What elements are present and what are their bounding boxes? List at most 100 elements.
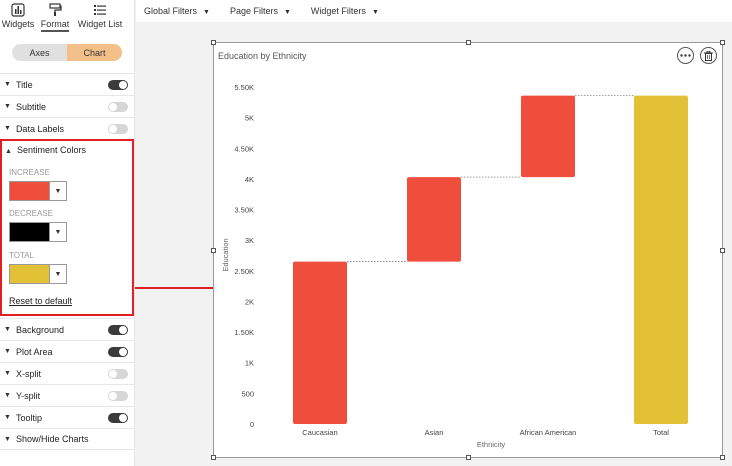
page-filters-label: Page Filters bbox=[229, 6, 278, 16]
decrease-color-picker[interactable]: ▼ bbox=[9, 222, 67, 242]
segment-chart[interactable]: Chart bbox=[67, 44, 122, 61]
waterfall-bar bbox=[293, 261, 347, 424]
resize-handle[interactable] bbox=[211, 40, 216, 45]
caret-down-icon: ▼ bbox=[371, 9, 379, 16]
waterfall-bar bbox=[634, 95, 688, 424]
caret-down-icon[interactable]: ▼ bbox=[49, 182, 66, 200]
x-tick-label: Caucasian bbox=[302, 428, 337, 437]
delete-button[interactable] bbox=[700, 47, 717, 64]
trash-icon bbox=[704, 50, 713, 61]
resize-handle[interactable] bbox=[720, 248, 725, 253]
waterfall-bar bbox=[407, 177, 461, 262]
waterfall-chart: 0 500 1K 1.50K 2K 2.50K 3K 3.50K 4K 4.50K 5K 5.50K E… bbox=[221, 83, 688, 449]
y-axis-label: Education bbox=[221, 238, 230, 271]
more-options-button[interactable] bbox=[677, 47, 694, 64]
tab-widgets-label: Widgets bbox=[1, 19, 35, 29]
bar-chart-icon bbox=[11, 3, 25, 17]
tab-widget-list-label: Widget List bbox=[77, 19, 123, 29]
row-subtitle-label: Subtitle bbox=[15, 101, 46, 112]
tab-format-label: Format bbox=[40, 19, 70, 32]
chart-widget[interactable]: Education by Ethnicity 0 500 1K 1.50K 2K 2.50… bbox=[211, 40, 725, 460]
row-data-labels-label: Data Labels bbox=[15, 123, 64, 134]
x-tick-label: Total bbox=[653, 428, 669, 437]
y-tick-label: 5K bbox=[245, 114, 254, 123]
sentiment-header[interactable]: ▲ Sentiment Colors bbox=[5, 145, 86, 155]
widget-filters-label: Widget Filters bbox=[310, 6, 366, 16]
background-toggle[interactable] bbox=[108, 325, 128, 335]
y-tick-label: 4.50K bbox=[234, 144, 254, 153]
y-tick-label: 2.50K bbox=[234, 267, 254, 276]
paint-roller-icon bbox=[49, 3, 62, 16]
y-tick-label: 500 bbox=[241, 389, 254, 398]
resize-handle[interactable] bbox=[466, 455, 471, 460]
row-background[interactable]: ▼ Background bbox=[0, 318, 135, 340]
row-subtitle[interactable]: ▼ Subtitle bbox=[0, 95, 135, 117]
y-split-toggle[interactable] bbox=[108, 391, 128, 401]
caret-down-icon: ▼ bbox=[4, 103, 11, 110]
row-y-split[interactable]: ▼ Y-split bbox=[0, 384, 135, 406]
row-tooltip[interactable]: ▼ Tooltip bbox=[0, 406, 135, 428]
reset-to-default-link[interactable]: Reset to default bbox=[9, 296, 73, 306]
y-tick-label: 5.50K bbox=[234, 83, 254, 92]
caret-up-icon: ▲ bbox=[5, 148, 12, 155]
caret-down-icon: ▼ bbox=[4, 414, 11, 421]
format-panel: Widgets Format Widget List Axes Chart ▼ … bbox=[0, 0, 135, 466]
page-filters-dropdown[interactable]: Page Filters ▼ bbox=[230, 6, 291, 16]
caret-down-icon: ▼ bbox=[4, 348, 11, 355]
resize-handle[interactable] bbox=[466, 40, 471, 45]
y-tick-label: 1.50K bbox=[234, 328, 254, 337]
segment-axes[interactable]: Axes bbox=[29, 47, 50, 58]
tab-widget-list[interactable]: Widget List bbox=[74, 3, 126, 34]
subtitle-toggle[interactable] bbox=[108, 102, 128, 112]
row-x-split-label: X-split bbox=[15, 368, 41, 379]
row-show-hide-charts-label: Show/Hide Charts bbox=[15, 434, 89, 444]
x-tick-label: Asian bbox=[425, 428, 444, 437]
widget-filters-dropdown[interactable]: Widget Filters ▼ bbox=[311, 6, 379, 16]
tab-format[interactable]: Format bbox=[36, 3, 74, 34]
row-data-labels[interactable]: ▼ Data Labels bbox=[0, 117, 135, 139]
sentiment-colors-section: ▲ Sentiment Colors INCREASE ▼ DECREASE ▼ … bbox=[0, 139, 134, 316]
caret-down-icon[interactable]: ▼ bbox=[49, 265, 66, 283]
sentiment-header-label: Sentiment Colors bbox=[16, 145, 86, 155]
y-tick-label: 3K bbox=[245, 236, 254, 245]
y-tick-label: 2K bbox=[245, 297, 254, 306]
row-y-split-label: Y-split bbox=[15, 390, 41, 401]
caret-down-icon: ▼ bbox=[283, 9, 291, 16]
total-swatch[interactable] bbox=[10, 265, 49, 283]
increase-swatch[interactable] bbox=[10, 182, 49, 200]
total-color-picker[interactable]: ▼ bbox=[9, 264, 67, 284]
row-background-label: Background bbox=[15, 324, 64, 335]
tooltip-toggle[interactable] bbox=[108, 413, 128, 423]
increase-color-picker[interactable]: ▼ bbox=[9, 181, 67, 201]
y-tick-label: 0 bbox=[250, 420, 254, 429]
x-axis-label: Ethnicity bbox=[477, 440, 506, 449]
global-filters-dropdown[interactable]: Global Filters ▼ bbox=[144, 6, 210, 16]
total-label: TOTAL bbox=[9, 251, 35, 260]
row-tooltip-label: Tooltip bbox=[15, 412, 42, 423]
axes-chart-switch: Axes Chart bbox=[0, 34, 134, 65]
row-title[interactable]: ▼ Title bbox=[0, 73, 135, 95]
resize-handle[interactable] bbox=[211, 248, 216, 253]
caret-down-icon: ▼ bbox=[4, 326, 11, 333]
data-labels-toggle[interactable] bbox=[108, 124, 128, 134]
caret-down-icon: ▼ bbox=[4, 392, 11, 399]
caret-down-icon[interactable]: ▼ bbox=[49, 223, 66, 241]
y-tick-label: 4K bbox=[245, 175, 254, 184]
decrease-swatch[interactable] bbox=[10, 223, 49, 241]
x-tick-label: African American bbox=[520, 428, 577, 437]
plot-area-toggle[interactable] bbox=[108, 347, 128, 357]
tab-widgets[interactable]: Widgets bbox=[0, 3, 36, 34]
ellipsis-icon bbox=[680, 54, 691, 57]
row-plot-area[interactable]: ▼ Plot Area bbox=[0, 340, 135, 362]
title-toggle[interactable] bbox=[108, 80, 128, 90]
resize-handle[interactable] bbox=[720, 40, 725, 45]
row-x-split[interactable]: ▼ X-split bbox=[0, 362, 135, 384]
row-plot-area-label: Plot Area bbox=[15, 346, 53, 357]
x-split-toggle[interactable] bbox=[108, 369, 128, 379]
resize-handle[interactable] bbox=[211, 455, 216, 460]
caret-down-icon: ▼ bbox=[4, 370, 11, 377]
row-title-label: Title bbox=[15, 79, 33, 90]
resize-handle[interactable] bbox=[720, 455, 725, 460]
row-show-hide-charts[interactable]: ▼ Show/Hide Charts bbox=[0, 428, 135, 450]
panel-tabs: Widgets Format Widget List bbox=[0, 0, 134, 34]
